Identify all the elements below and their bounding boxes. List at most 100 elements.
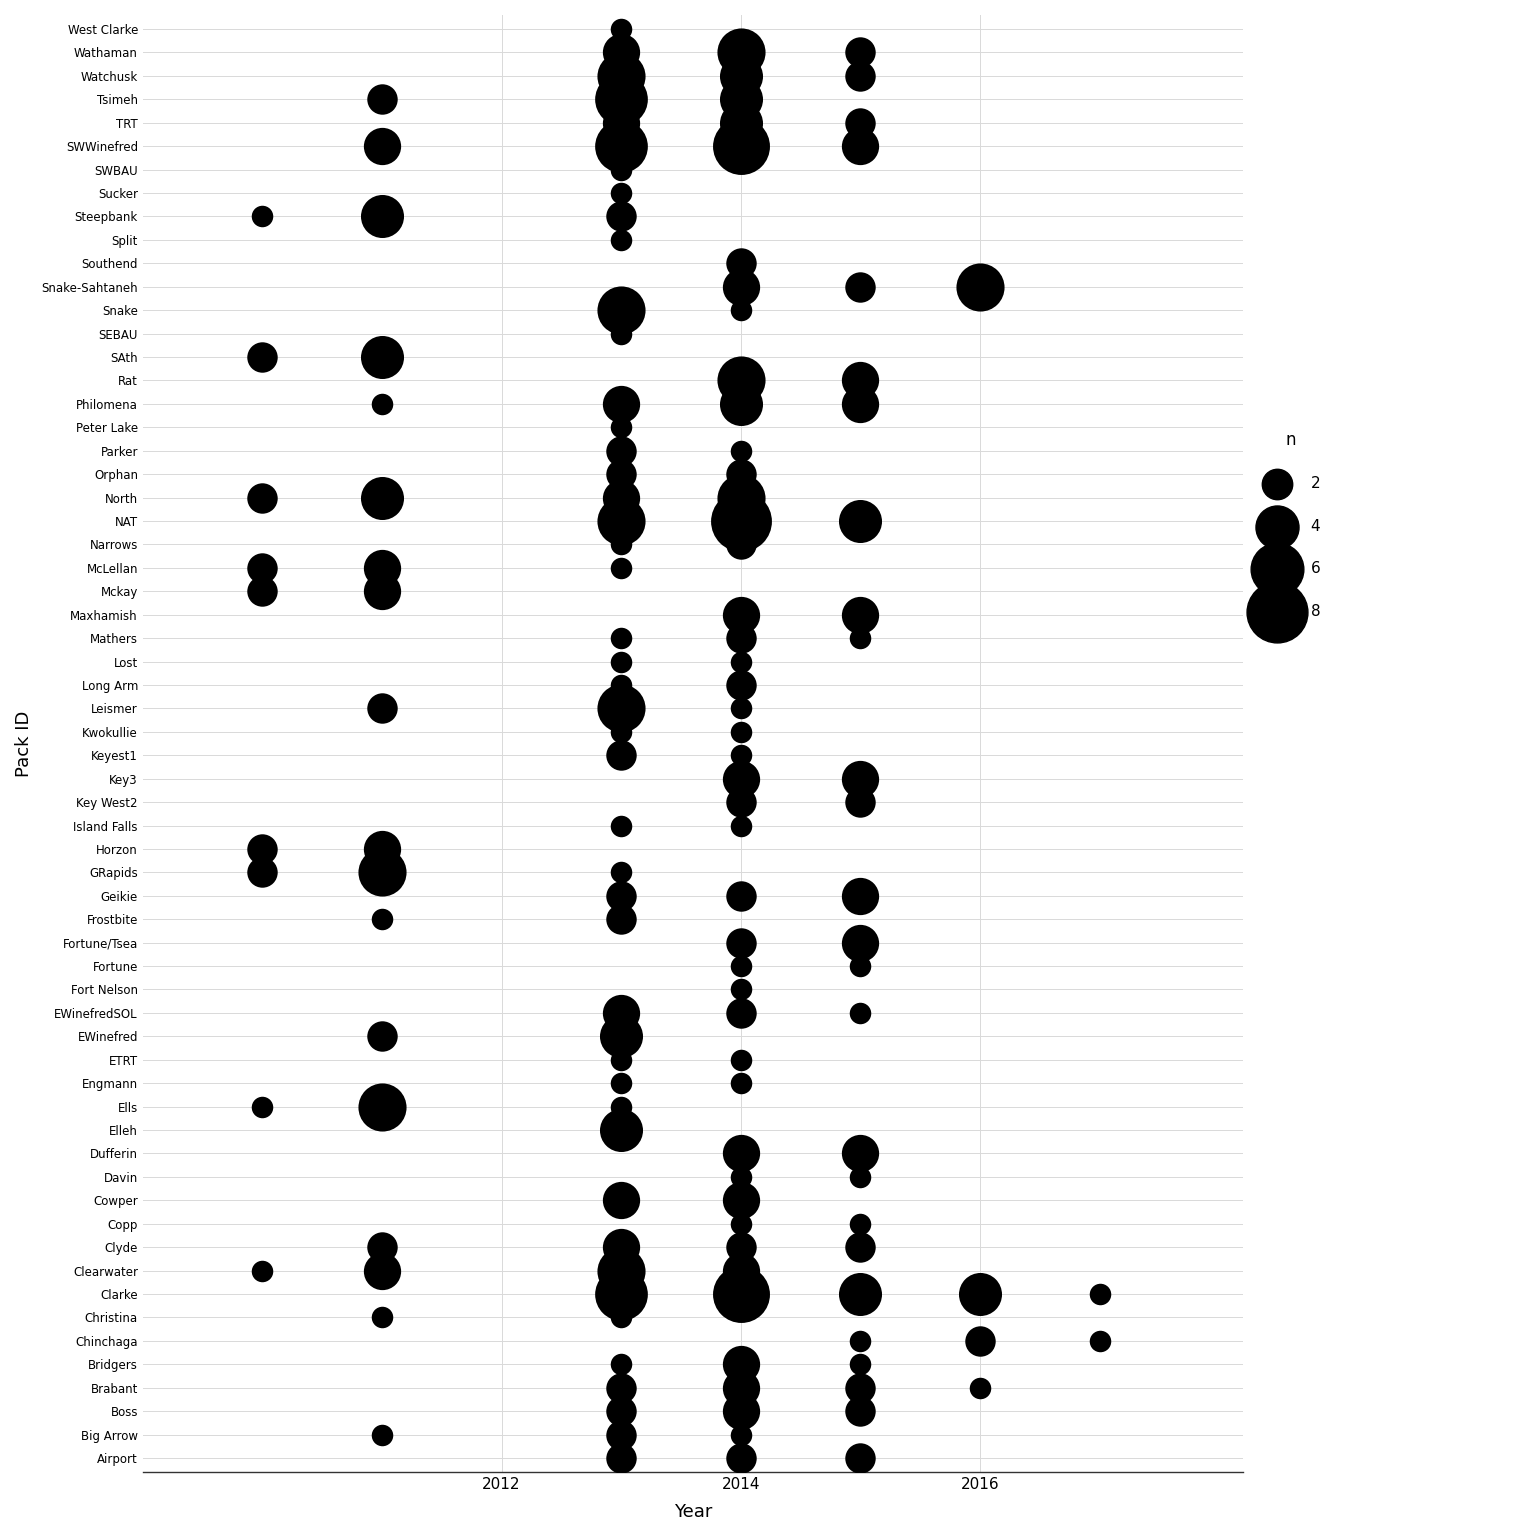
Point xyxy=(728,1352,753,1376)
Point xyxy=(370,860,395,885)
Point xyxy=(728,438,753,462)
Point xyxy=(728,40,753,65)
Point xyxy=(608,650,633,674)
Point xyxy=(728,250,753,275)
Point xyxy=(608,392,633,416)
Point xyxy=(608,719,633,743)
Point xyxy=(608,883,633,908)
Point xyxy=(848,369,872,393)
Point xyxy=(1087,1281,1112,1306)
Point xyxy=(370,1306,395,1330)
Point xyxy=(728,392,753,416)
Point xyxy=(250,485,275,510)
Point xyxy=(728,1375,753,1399)
Point xyxy=(728,625,753,650)
Point xyxy=(728,673,753,697)
Point xyxy=(848,1375,872,1399)
Point xyxy=(728,508,753,533)
Point xyxy=(728,1281,753,1306)
Point xyxy=(250,556,275,581)
Point xyxy=(608,673,633,697)
Point xyxy=(608,696,633,720)
Point xyxy=(608,1352,633,1376)
Point xyxy=(608,556,633,581)
Point xyxy=(370,134,395,158)
Point xyxy=(608,625,633,650)
Point xyxy=(728,719,753,743)
Point xyxy=(728,1187,753,1212)
Point xyxy=(728,1048,753,1072)
Point xyxy=(848,111,872,135)
Point xyxy=(848,625,872,650)
Point xyxy=(728,696,753,720)
Point xyxy=(608,204,633,229)
Point xyxy=(728,1212,753,1236)
Point xyxy=(848,766,872,791)
Point xyxy=(848,1352,872,1376)
Point xyxy=(848,275,872,300)
Point xyxy=(608,485,633,510)
Point xyxy=(608,1445,633,1470)
Point xyxy=(370,1422,395,1447)
Point xyxy=(728,931,753,955)
Point xyxy=(370,1258,395,1283)
Point xyxy=(848,1329,872,1353)
Point xyxy=(728,1000,753,1025)
Point xyxy=(608,40,633,65)
Point xyxy=(250,1094,275,1118)
Point xyxy=(848,1445,872,1470)
Point xyxy=(608,1422,633,1447)
Point xyxy=(848,63,872,88)
Point xyxy=(728,1235,753,1260)
Point xyxy=(848,1141,872,1166)
Point xyxy=(848,931,872,955)
Point xyxy=(608,1071,633,1095)
Point xyxy=(968,1329,992,1353)
Point xyxy=(848,134,872,158)
Point xyxy=(250,860,275,885)
Point xyxy=(370,392,395,416)
Point xyxy=(728,1071,753,1095)
Point xyxy=(1087,1329,1112,1353)
Point xyxy=(608,1118,633,1143)
Point xyxy=(608,860,633,885)
Point xyxy=(848,508,872,533)
Point xyxy=(608,415,633,439)
Point xyxy=(728,790,753,814)
Point xyxy=(370,1235,395,1260)
Point xyxy=(728,954,753,978)
Point xyxy=(968,1281,992,1306)
Point xyxy=(848,392,872,416)
Point xyxy=(848,1212,872,1236)
Point xyxy=(608,1025,633,1049)
Point xyxy=(608,1399,633,1424)
Point xyxy=(608,1048,633,1072)
Point xyxy=(370,485,395,510)
Point xyxy=(728,134,753,158)
Point xyxy=(608,88,633,112)
Point xyxy=(608,298,633,323)
Point xyxy=(370,837,395,862)
Point xyxy=(728,369,753,393)
Point xyxy=(608,906,633,931)
Point xyxy=(728,743,753,768)
Point xyxy=(968,275,992,300)
Point xyxy=(608,1306,633,1330)
Point xyxy=(608,1375,633,1399)
Point xyxy=(608,227,633,252)
Point xyxy=(728,531,753,556)
Point xyxy=(848,1235,872,1260)
Point xyxy=(728,883,753,908)
Point xyxy=(608,111,633,135)
Point xyxy=(608,1000,633,1025)
Point xyxy=(250,344,275,369)
Point xyxy=(608,1258,633,1283)
Point xyxy=(728,1141,753,1166)
Point xyxy=(370,1094,395,1118)
Point xyxy=(848,1399,872,1424)
Point xyxy=(608,531,633,556)
Point xyxy=(728,650,753,674)
Point xyxy=(728,111,753,135)
Point xyxy=(250,579,275,604)
Point xyxy=(250,837,275,862)
